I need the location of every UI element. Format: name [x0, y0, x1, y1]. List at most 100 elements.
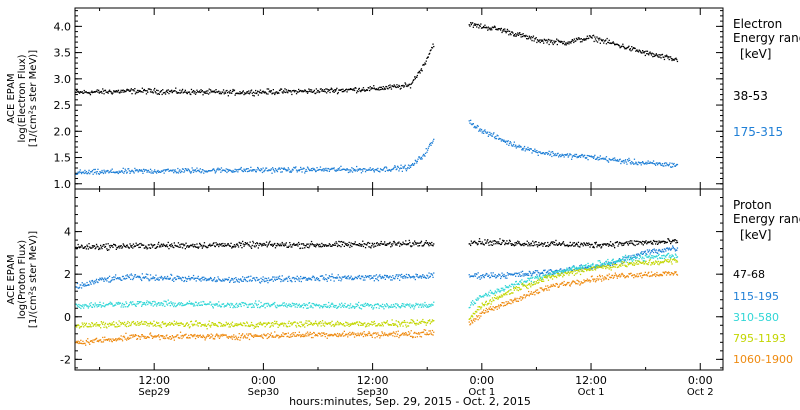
data-point [373, 280, 375, 282]
data-point [282, 167, 284, 170]
data-point [559, 154, 561, 156]
data-point [610, 159, 612, 161]
data-point [538, 274, 541, 276]
data-point [267, 243, 270, 245]
data-point [81, 322, 83, 324]
data-point [516, 34, 518, 36]
data-point [87, 248, 89, 250]
data-point [183, 245, 185, 247]
data-point [635, 161, 637, 163]
data-point [91, 169, 94, 172]
data-point [117, 303, 119, 305]
data-point [618, 258, 621, 260]
data-point [369, 169, 371, 171]
data-point [412, 242, 414, 244]
data-point [330, 279, 332, 281]
legend-title: Proton [733, 198, 772, 212]
data-point [662, 250, 664, 252]
data-point [386, 303, 388, 305]
data-point [251, 324, 253, 326]
data-point [485, 242, 487, 244]
data-point [305, 245, 307, 247]
data-point [209, 325, 211, 327]
data-point [360, 308, 363, 310]
data-point [197, 322, 199, 324]
data-point [655, 256, 657, 258]
data-point [389, 169, 391, 171]
data-point [216, 244, 218, 246]
data-point [175, 278, 178, 280]
data-point [422, 318, 424, 321]
data-point [503, 139, 505, 141]
data-point [551, 242, 554, 245]
data-point [674, 253, 677, 255]
data-point [590, 264, 592, 266]
data-point [543, 153, 545, 155]
data-point [102, 302, 105, 304]
data-point [676, 249, 678, 251]
data-point [426, 57, 428, 59]
data-point [594, 267, 597, 269]
data-point [663, 240, 665, 242]
data-point [113, 321, 115, 323]
data-point [531, 274, 533, 276]
data-point [551, 278, 554, 280]
data-point [640, 162, 642, 164]
data-point [504, 288, 506, 291]
data-point [194, 320, 197, 322]
data-point [205, 303, 208, 306]
data-point [403, 167, 405, 169]
data-point [504, 30, 507, 32]
data-point [519, 32, 521, 34]
data-point [240, 244, 242, 247]
data-point [654, 249, 656, 252]
data-point [469, 306, 471, 309]
data-point [665, 55, 667, 58]
data-point [532, 240, 534, 242]
data-point [420, 276, 422, 278]
data-point [329, 323, 331, 325]
data-point [286, 91, 288, 93]
data-point [618, 241, 621, 244]
data-point [259, 307, 261, 309]
data-point [390, 86, 392, 88]
data-point [394, 165, 396, 167]
data-point [505, 140, 507, 142]
data-point [236, 169, 238, 171]
data-point [104, 324, 106, 326]
data-point [373, 87, 375, 89]
data-point [656, 54, 658, 56]
data-point [665, 247, 668, 250]
data-point [600, 263, 602, 265]
data-point [671, 162, 673, 164]
data-point [293, 89, 295, 92]
data-point [581, 265, 583, 267]
data-point [115, 245, 117, 247]
data-point [499, 238, 501, 240]
data-point [274, 247, 277, 249]
data-point [115, 322, 117, 324]
data-point [418, 156, 421, 158]
data-point [114, 276, 116, 278]
data-point [273, 170, 275, 172]
data-point [261, 324, 263, 326]
data-point [410, 245, 412, 248]
data-point [121, 279, 123, 281]
data-point [412, 81, 414, 83]
data-point [176, 304, 178, 306]
data-point [302, 307, 305, 309]
data-point [382, 169, 384, 171]
data-point [124, 168, 126, 170]
data-point [607, 245, 610, 247]
data-point [93, 168, 95, 171]
data-point [128, 247, 130, 249]
data-point [281, 322, 283, 324]
data-point [627, 47, 629, 49]
data-point [283, 280, 285, 282]
data-point [240, 93, 242, 95]
data-point [676, 240, 678, 242]
data-point [432, 304, 434, 306]
data-point [663, 254, 665, 256]
data-point [123, 244, 125, 246]
data-point [214, 172, 216, 174]
